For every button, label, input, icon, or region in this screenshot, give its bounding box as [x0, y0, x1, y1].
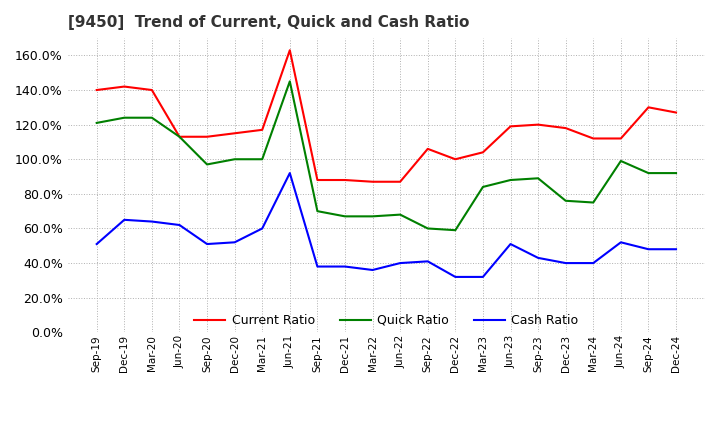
Current Ratio: [506, 124, 515, 129]
Current Ratio: [396, 179, 405, 184]
Cash Ratio: [506, 242, 515, 247]
Current Ratio: [341, 177, 349, 183]
Cash Ratio: [672, 246, 680, 252]
Line: Cash Ratio: Cash Ratio: [96, 173, 676, 277]
Quick Ratio: [644, 170, 653, 176]
Line: Quick Ratio: Quick Ratio: [96, 81, 676, 230]
Current Ratio: [120, 84, 129, 89]
Cash Ratio: [286, 170, 294, 176]
Current Ratio: [286, 48, 294, 53]
Quick Ratio: [341, 214, 349, 219]
Cash Ratio: [368, 268, 377, 273]
Current Ratio: [92, 88, 101, 93]
Quick Ratio: [506, 177, 515, 183]
Quick Ratio: [396, 212, 405, 217]
Cash Ratio: [589, 260, 598, 266]
Current Ratio: [534, 122, 542, 127]
Quick Ratio: [92, 120, 101, 125]
Cash Ratio: [120, 217, 129, 223]
Cash Ratio: [230, 240, 239, 245]
Current Ratio: [423, 146, 432, 151]
Current Ratio: [672, 110, 680, 115]
Cash Ratio: [341, 264, 349, 269]
Quick Ratio: [451, 227, 459, 233]
Cash Ratio: [451, 274, 459, 279]
Cash Ratio: [258, 226, 266, 231]
Cash Ratio: [175, 222, 184, 227]
Quick Ratio: [562, 198, 570, 203]
Cash Ratio: [423, 259, 432, 264]
Cash Ratio: [644, 246, 653, 252]
Current Ratio: [589, 136, 598, 141]
Legend: Current Ratio, Quick Ratio, Cash Ratio: Current Ratio, Quick Ratio, Cash Ratio: [189, 309, 584, 332]
Current Ratio: [148, 88, 156, 93]
Cash Ratio: [313, 264, 322, 269]
Quick Ratio: [423, 226, 432, 231]
Quick Ratio: [313, 209, 322, 214]
Cash Ratio: [479, 274, 487, 279]
Quick Ratio: [534, 176, 542, 181]
Quick Ratio: [203, 162, 212, 167]
Quick Ratio: [589, 200, 598, 205]
Cash Ratio: [148, 219, 156, 224]
Current Ratio: [479, 150, 487, 155]
Cash Ratio: [534, 255, 542, 260]
Quick Ratio: [368, 214, 377, 219]
Quick Ratio: [616, 158, 625, 164]
Text: [9450]  Trend of Current, Quick and Cash Ratio: [9450] Trend of Current, Quick and Cash …: [68, 15, 469, 30]
Current Ratio: [175, 134, 184, 139]
Cash Ratio: [203, 242, 212, 247]
Quick Ratio: [230, 157, 239, 162]
Line: Current Ratio: Current Ratio: [96, 50, 676, 182]
Quick Ratio: [148, 115, 156, 121]
Current Ratio: [203, 134, 212, 139]
Current Ratio: [644, 105, 653, 110]
Quick Ratio: [258, 157, 266, 162]
Current Ratio: [368, 179, 377, 184]
Current Ratio: [258, 127, 266, 132]
Current Ratio: [230, 131, 239, 136]
Current Ratio: [451, 157, 459, 162]
Cash Ratio: [562, 260, 570, 266]
Cash Ratio: [616, 240, 625, 245]
Current Ratio: [313, 177, 322, 183]
Quick Ratio: [672, 170, 680, 176]
Current Ratio: [562, 125, 570, 131]
Quick Ratio: [286, 79, 294, 84]
Quick Ratio: [120, 115, 129, 121]
Quick Ratio: [479, 184, 487, 190]
Current Ratio: [616, 136, 625, 141]
Cash Ratio: [396, 260, 405, 266]
Quick Ratio: [175, 134, 184, 139]
Cash Ratio: [92, 242, 101, 247]
